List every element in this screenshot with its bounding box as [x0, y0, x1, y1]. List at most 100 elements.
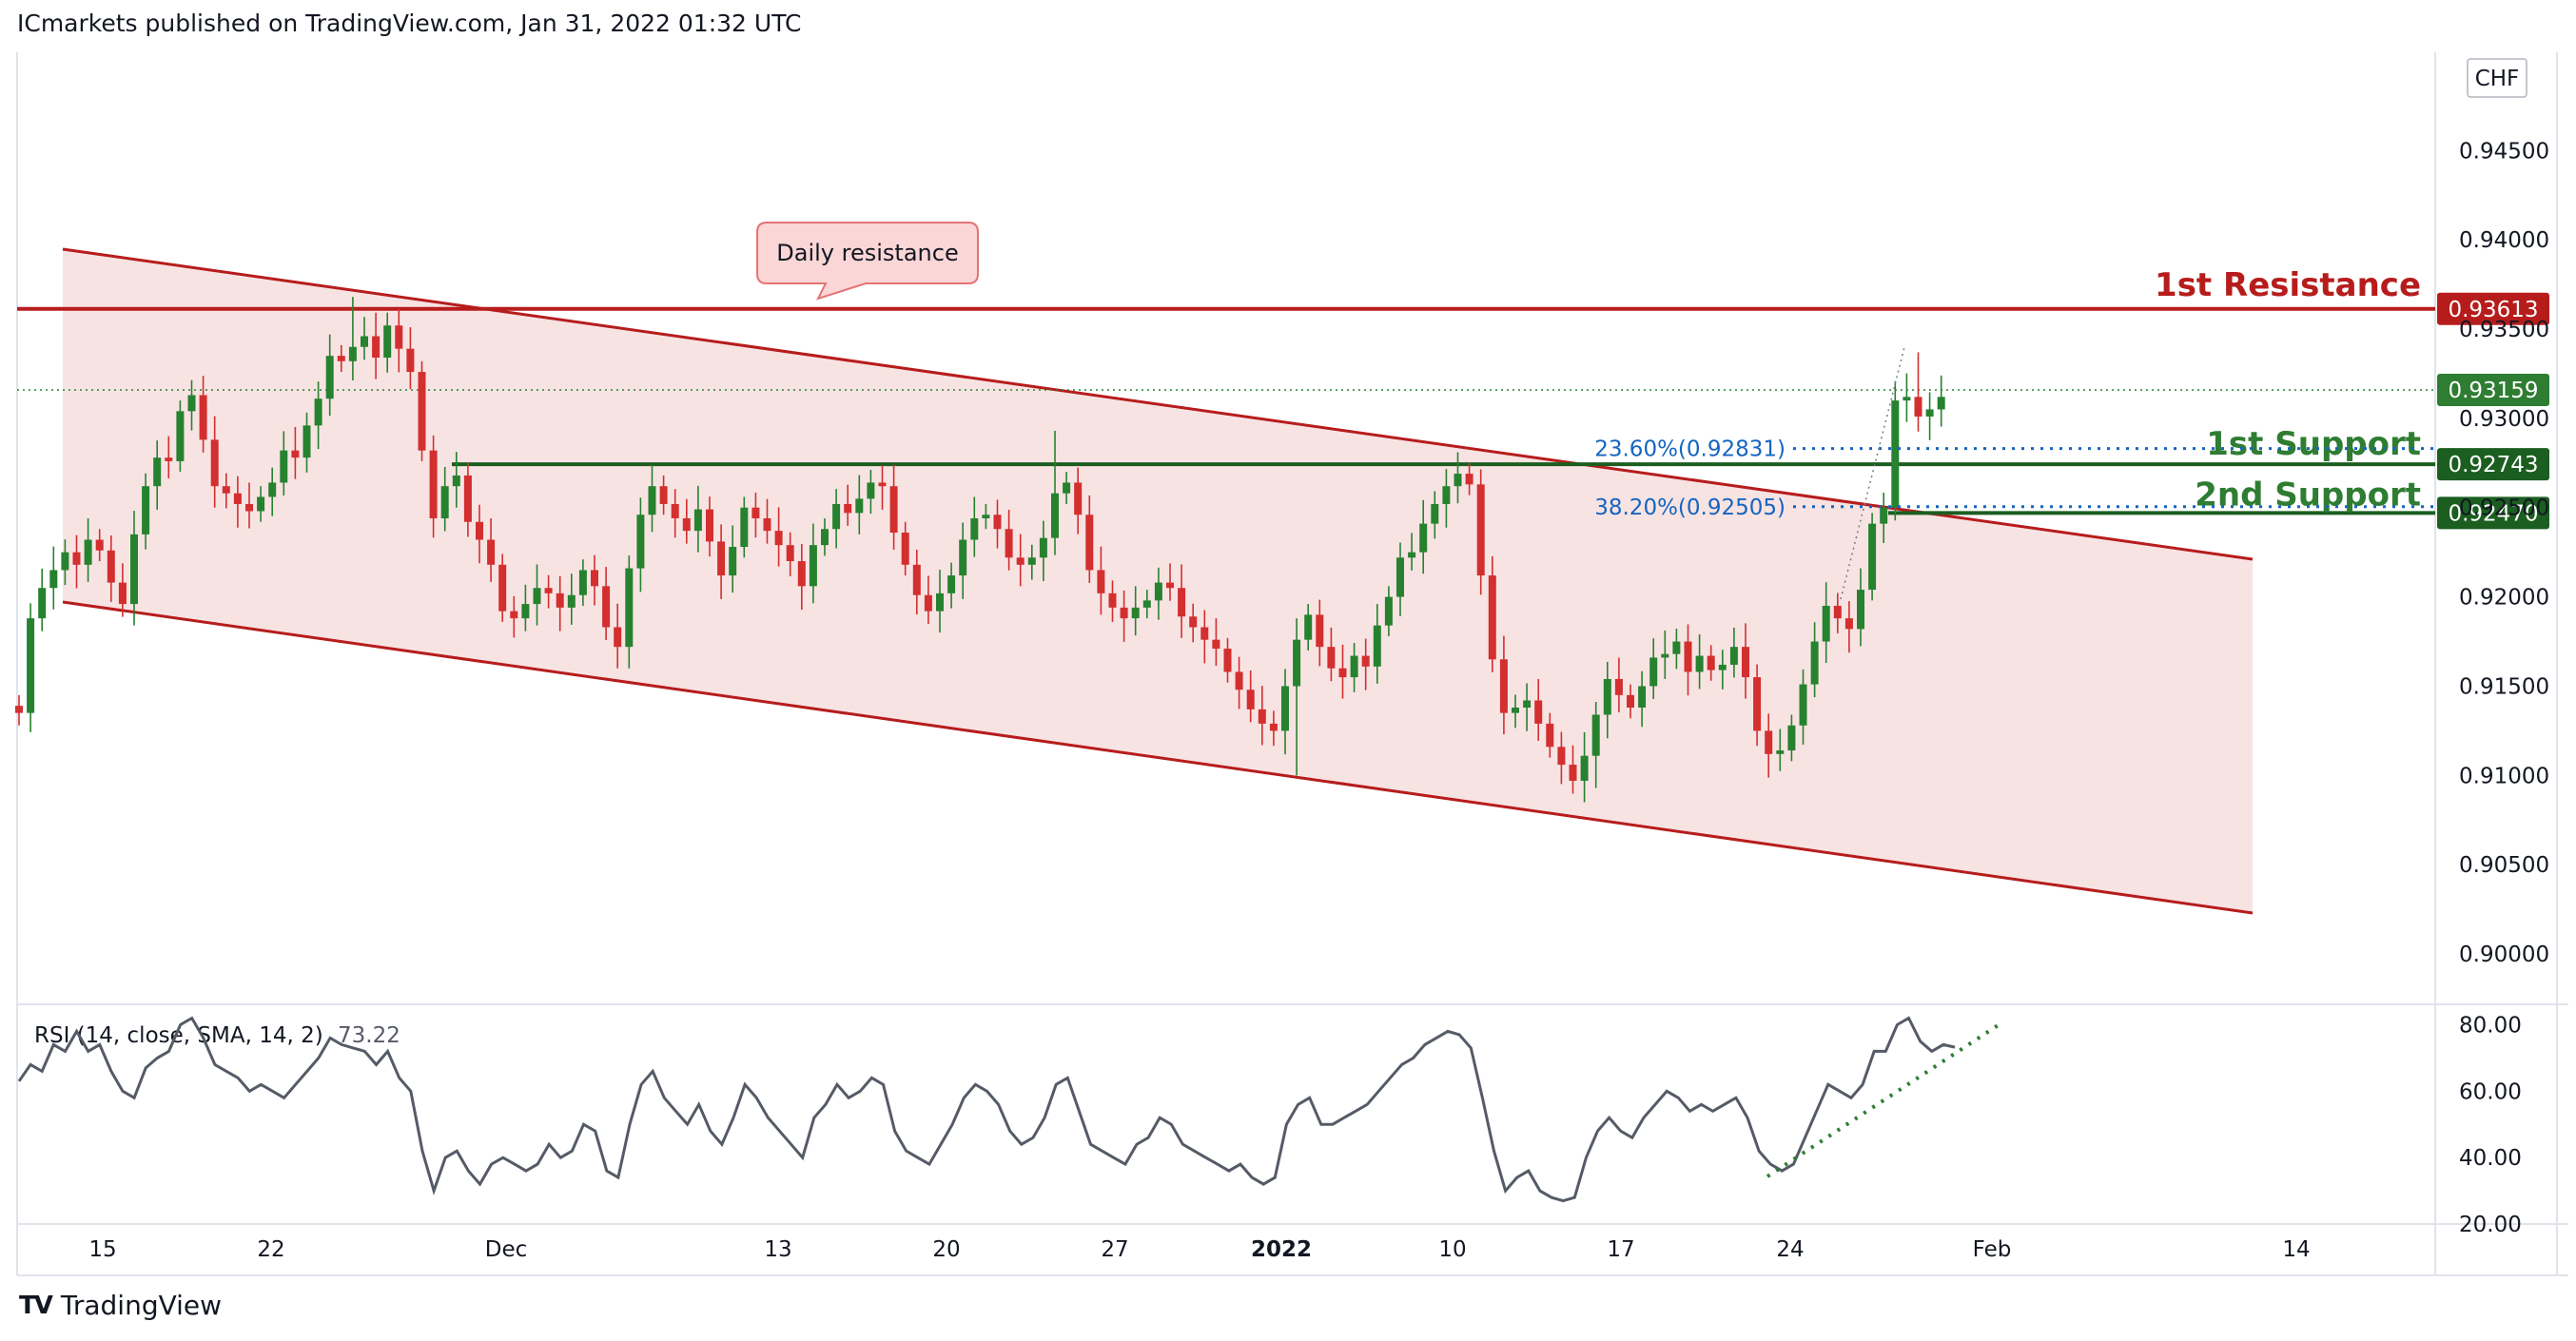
channel-fill [63, 249, 2253, 913]
fibonacci-retracement[interactable]: 23.60%(0.92831) 38.20%(0.92505) [1594, 346, 2435, 600]
tradingview-logo[interactable]: TV TradingView [19, 1290, 222, 1321]
candle-body [1016, 557, 1025, 565]
candle-body [1476, 484, 1485, 576]
candle-body [591, 570, 598, 587]
candle-body [1316, 614, 1324, 648]
candle-body [498, 564, 507, 612]
daily-resistance-callout [756, 222, 979, 301]
candle-body [61, 552, 69, 571]
candle-body [970, 517, 979, 540]
candle-body [1223, 649, 1232, 672]
candle-body [1039, 537, 1047, 558]
candle-body [165, 457, 173, 461]
candle-body [751, 507, 760, 518]
time-tick-label: 13 [764, 1237, 791, 1262]
candle-body [84, 539, 92, 565]
candle-body [1903, 397, 1911, 401]
time-tick-label: 15 [88, 1237, 116, 1262]
candle-body [107, 550, 115, 583]
candle-body [1074, 482, 1083, 515]
candle-body [1051, 493, 1059, 538]
level-price-tag-text: 0.92743 [2448, 453, 2538, 477]
support-level-label: 1st Support [2206, 425, 2421, 463]
candle-body [395, 325, 403, 349]
candle-body [947, 575, 956, 593]
candle-body [1742, 647, 1749, 678]
level-price-tag-text: 0.92470 [2448, 501, 2538, 526]
rsi-tick-label: 20.00 [2459, 1213, 2522, 1237]
candle-body [1419, 523, 1428, 553]
annotations[interactable]: Daily resistance [756, 222, 979, 301]
candle-body [476, 521, 483, 540]
candle-body [176, 411, 185, 461]
candle-body [1591, 714, 1600, 756]
candle-body [602, 586, 611, 628]
candle-body [487, 539, 496, 565]
price-tick-label: 0.93000 [2459, 407, 2549, 432]
candle-body [797, 561, 806, 587]
candle-body [291, 450, 300, 458]
candle-body [1373, 625, 1381, 667]
candle-body [280, 450, 288, 483]
candle-body [118, 582, 127, 605]
candle-body [1523, 700, 1532, 708]
time-tick-label: Feb [1973, 1237, 2012, 1262]
candle-body [72, 552, 81, 565]
candle-body [1718, 664, 1727, 670]
pane-frames [16, 52, 2568, 1276]
candle-body [821, 529, 829, 546]
price-axis[interactable]: CHF0.945000.940000.935000.930000.925000.… [2437, 58, 2549, 967]
candle-body [556, 593, 564, 608]
candle-body [1258, 709, 1266, 724]
candle-body [636, 515, 645, 569]
candle-body [878, 482, 887, 487]
level-price-tag [2437, 292, 2549, 325]
candle-body [1868, 523, 1877, 591]
candle-body [348, 346, 357, 361]
candle-body [959, 539, 967, 576]
rsi-tick-label: 80.00 [2459, 1013, 2522, 1038]
time-tick-label: 14 [2282, 1237, 2310, 1262]
candle-body [210, 439, 219, 487]
candle-body [325, 356, 334, 399]
last-price-tag [2437, 374, 2549, 407]
candle-body [786, 545, 794, 562]
candle-body [706, 509, 713, 542]
candle-body [1603, 678, 1611, 715]
candle-body [1281, 686, 1289, 731]
candle-body [1269, 723, 1278, 731]
candle-body [1350, 655, 1358, 678]
candle-body [1189, 616, 1198, 628]
candle-body [1649, 657, 1658, 687]
candle-body [659, 486, 668, 504]
candle-body [418, 372, 426, 451]
candle-body [233, 493, 242, 504]
candle-body [1627, 694, 1634, 708]
candle-body [1097, 570, 1105, 593]
price-tick-label: 0.93500 [2459, 318, 2549, 342]
price-tick-label: 0.94500 [2459, 139, 2549, 164]
descending-channel[interactable] [62, 247, 2254, 915]
support-level-label: 2nd Support [2195, 476, 2421, 514]
candle-body [1027, 557, 1036, 565]
candle-body [38, 588, 47, 619]
candle-body [1235, 671, 1243, 690]
price-tick-label: 0.91500 [2459, 674, 2549, 699]
candle-body [682, 517, 691, 532]
candle-body [440, 486, 449, 518]
candle-body [1154, 582, 1162, 601]
time-tick-label: 22 [257, 1237, 284, 1262]
candle-body [1799, 684, 1807, 726]
candle-body [544, 588, 553, 593]
candle-body [729, 547, 737, 576]
candle-body [49, 570, 58, 589]
candle-body [1085, 515, 1094, 571]
candle-body [1108, 593, 1117, 608]
candle-body [1120, 607, 1128, 619]
rsi-pane[interactable]: RSI (14, close, SMA, 14, 2) 73.22 80.0060.… [17, 1013, 2522, 1237]
time-axis[interactable]: 15 22 Dec 13 20 27 2022 10 17 24 Feb 14 [88, 1237, 2310, 1262]
channel-upper-line [62, 247, 2254, 561]
candle-body [1833, 605, 1842, 619]
candle-body [452, 475, 460, 487]
